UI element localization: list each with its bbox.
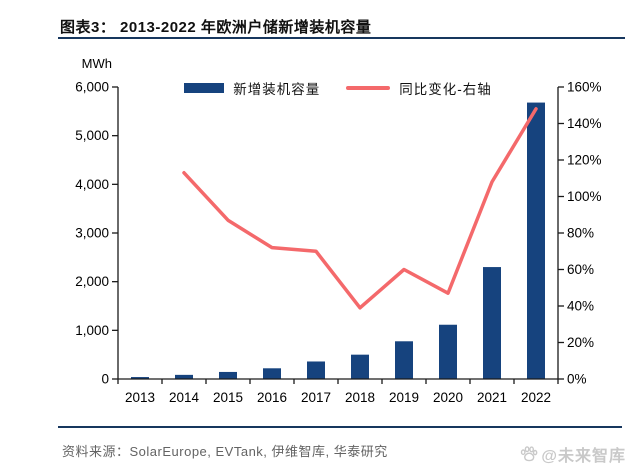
paw-icon [521,446,538,462]
right-axis-tick-label: 140% [567,116,602,131]
left-axis-tick-label: 1,000 [75,323,109,338]
source-list: SolarEurope, EVTank, 伊维智库, 华泰研究 [129,444,388,459]
yoy-line [182,107,538,310]
left-axis-tick-label: 0 [101,372,109,387]
x-axis-category-label: 2018 [345,390,375,405]
right-axis-tick-label: 100% [567,189,602,204]
chart-legend: 新增装机容量 同比变化-右轴 [118,79,558,97]
right-axis-tick-label: 60% [567,262,594,277]
left-axis-unit-label: MWh [81,56,112,71]
x-axis-category-label: 2014 [169,390,200,405]
footer-divider [58,426,622,428]
x-axis-category-label: 2019 [389,390,419,405]
watermark: @未来智库 [519,442,626,466]
x-axis-category-label: 2017 [301,390,331,405]
legend-item-line-series: 同比变化-右轴 [346,78,492,98]
left-axis-tick-label: 2,000 [75,274,109,289]
bar-2018 [351,354,369,379]
chart-plot-area: 0 1,000 2,000 3,000 4,000 5,000 6,000 0% 20% 40% 6… [75,80,602,406]
bar-2014 [175,374,193,379]
right-axis-tick-label: 20% [567,335,594,350]
title-underline [58,37,625,39]
bar-2020 [439,324,457,379]
bar-2019 [395,341,413,379]
source-label: 资料来源： [62,444,130,459]
x-axis-category-label: 2022 [521,390,551,405]
bar-2013 [131,377,149,379]
right-axis-tick-label: 160% [567,80,602,95]
line-series-swatch-icon [346,86,391,90]
bar-2016 [263,368,281,379]
x-axis-category-label: 2021 [477,390,507,405]
x-axis-category-label: 2016 [257,390,287,405]
bar-2021 [483,267,501,379]
left-axis-tick-label: 6,000 [75,80,109,95]
bar-series-swatch-icon [184,83,225,93]
left-axis-tick-label: 5,000 [75,128,109,143]
right-axis-tick-label: 80% [567,226,594,241]
left-axis-tick-label: 4,000 [75,177,109,192]
x-axis-category-label: 2020 [433,390,463,405]
right-axis-tick-label: 0% [567,372,587,387]
line-series-label: 同比变化-右轴 [399,82,492,97]
bar-2017 [307,361,325,379]
bar-2015 [219,371,237,379]
source-note: 资料来源：SolarEurope, EVTank, 伊维智库, 华泰研究 [62,441,388,460]
left-axis-tick-label: 3,000 [75,226,109,241]
chart-title: 图表3： 2013-2022 年欧洲户储新增装机容量 [60,19,372,36]
x-axis-category-label: 2013 [125,390,155,405]
right-axis-tick-label: 40% [567,299,594,314]
bar-2022 [527,102,545,379]
legend-item-bar-series: 新增装机容量 [184,78,320,98]
bar-series-label: 新增装机容量 [233,82,321,97]
watermark-text: @未来智库 [541,448,626,465]
right-axis-tick-label: 120% [567,153,602,168]
x-axis-category-label: 2015 [213,390,243,405]
